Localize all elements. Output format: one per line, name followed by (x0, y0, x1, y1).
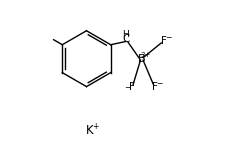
Text: −: − (165, 33, 171, 42)
Text: F: F (161, 36, 167, 46)
Text: K: K (85, 124, 93, 137)
Text: −: − (156, 79, 163, 88)
Text: −: − (125, 83, 131, 92)
Text: F: F (129, 82, 135, 92)
Text: H: H (122, 30, 129, 39)
Text: F: F (152, 82, 158, 92)
Text: B: B (138, 54, 145, 64)
Text: 3+: 3+ (141, 52, 151, 58)
Text: +: + (92, 122, 98, 131)
Text: C: C (122, 34, 130, 44)
